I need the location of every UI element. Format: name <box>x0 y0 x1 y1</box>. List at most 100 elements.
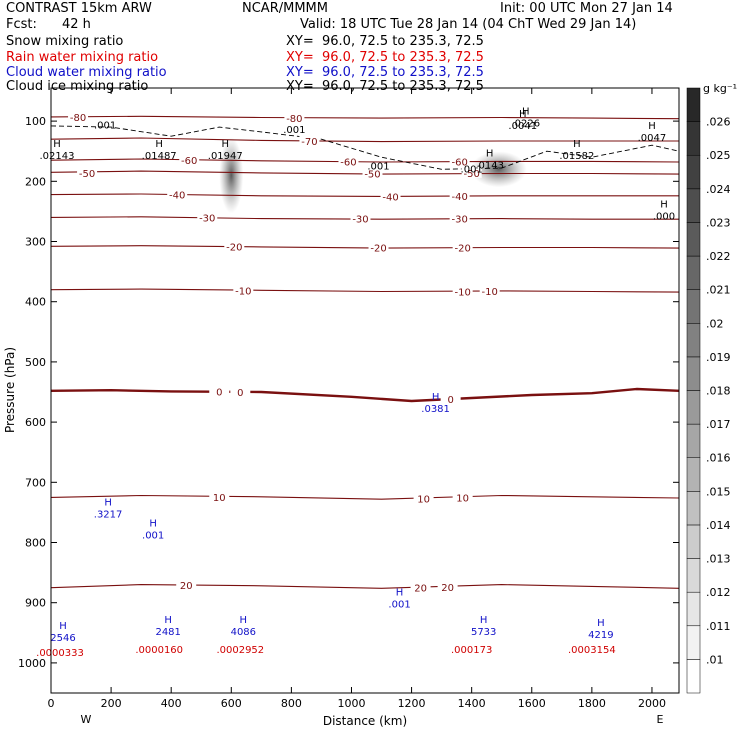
isotherm-label-bg <box>449 189 470 201</box>
rain-maximum-value: .0002952 <box>216 645 264 656</box>
rain-maximum-value: .0000160 <box>135 645 183 656</box>
y-tick-label: 100 <box>25 115 46 128</box>
isotherm-label-bg <box>77 166 98 178</box>
cloud-ice-maximum-h-marker: H <box>522 107 530 118</box>
field-xy-rain: XY= 96.0, 72.5 to 235.3, 72.5 <box>286 50 484 65</box>
y-tick-label: 700 <box>25 476 46 489</box>
x-tick-label: 200 <box>101 697 122 710</box>
isotherm-label--50: -50 <box>463 169 479 180</box>
cloud-water-maximum-value: .001 <box>142 530 164 541</box>
isotherm-line--30 <box>50 216 679 220</box>
colorbar-level-label: .015 <box>706 485 731 498</box>
y-tick-label: 300 <box>25 236 46 249</box>
isotherm-label--80: -80 <box>286 114 302 125</box>
colorbar-level-label: .014 <box>706 519 731 532</box>
x-end-label-right: E <box>657 713 664 726</box>
cloud-water-maximum-h-marker: H <box>396 588 404 599</box>
model-title: CONTRAST 15km ARW <box>6 1 152 16</box>
isotherm-label-bg <box>68 110 89 122</box>
isotherm-label-bg <box>233 284 254 296</box>
cloud-ice-maximum-value: .0047 <box>638 133 667 144</box>
isotherm-line--40 <box>50 193 679 197</box>
isotherm-label-bg <box>368 241 389 253</box>
colorbar-level-label: .019 <box>706 351 731 364</box>
colorbar-swatch <box>686 188 701 223</box>
isotherm-label-bg <box>437 581 458 593</box>
colorbar-level-label: .02 <box>706 317 724 330</box>
colorbar-unit: g kg⁻¹ <box>703 82 737 95</box>
isotherm-label--10: -10 <box>482 287 498 298</box>
isotherm-label-0: 0 <box>216 387 222 398</box>
rain-maximum-value: .0003154 <box>568 645 616 656</box>
colorbar-level-label: .013 <box>706 553 731 566</box>
isotherm-label-bg <box>224 240 245 252</box>
cloud-water-maximum-value: .3217 <box>94 509 123 520</box>
isotherm-label-bg <box>209 490 230 502</box>
cloud-ice-maximum-h-marker: H <box>519 109 527 120</box>
rain-maximum-value: .000173 <box>451 645 492 656</box>
isotherm-label--20: -20 <box>454 244 470 255</box>
isotherm-label--40: -40 <box>169 191 185 202</box>
isotherm-label--50: -50 <box>79 169 95 180</box>
colorbar-swatch <box>686 255 701 290</box>
cloud-ice-maximum-value: .02143 <box>40 151 75 162</box>
colorbar-swatch <box>686 558 701 593</box>
y-tick-label: 200 <box>25 175 46 188</box>
x-axis-label: Distance (km) <box>323 714 407 728</box>
y-tick-label: 800 <box>25 537 46 550</box>
cloud-water-maximum-h-marker: H <box>597 618 605 629</box>
isotherm-label-bg <box>362 167 383 179</box>
field-name-snow: Snow mixing ratio <box>6 34 124 49</box>
colorbar-swatch <box>686 625 701 660</box>
isotherm-label-20: 20 <box>441 583 454 594</box>
isotherm-line--10 <box>50 288 680 293</box>
colorbar-swatch <box>686 323 701 358</box>
colorbar-swatch <box>686 87 701 122</box>
shaded-ice-maximum-1 <box>219 137 244 214</box>
isotherm-label-bg <box>350 212 371 224</box>
cloud-ice-maximum-value: .0226 <box>511 119 540 130</box>
colorbar-swatch <box>686 121 701 156</box>
org-label: NCAR/MMMM <box>242 1 328 16</box>
snow-contour-0 <box>50 125 680 170</box>
x-tick-label: 800 <box>281 697 302 710</box>
colorbar-level-label: .012 <box>706 586 731 599</box>
isotherm-line--70 <box>50 137 679 143</box>
field-xy-cloud-ice: XY= 96.0, 72.5 to 235.3, 72.5 <box>286 79 484 94</box>
cloud-ice-maximum-value: .01582 <box>559 151 594 162</box>
isotherm-label-bg <box>209 385 230 397</box>
init-time: Init: 00 UTC Mon 27 Jan 14 <box>500 1 673 16</box>
isotherm-label-bg <box>176 579 197 591</box>
isotherm-label-bg <box>452 285 473 297</box>
isotherm-label--40: -40 <box>382 192 398 203</box>
cloud-ice-maximum-value: .000 <box>653 211 675 222</box>
cloud-ice-maximum-value: .0143 <box>475 160 504 171</box>
isotherm-label-bg <box>449 212 470 224</box>
isotherm-label-bg <box>299 134 320 146</box>
field-xy-snow: XY= 96.0, 72.5 to 235.3, 72.5 <box>286 34 484 49</box>
cloud-water-maximum-value: 4086 <box>231 627 256 638</box>
isotherm-label-bg <box>410 581 431 593</box>
forecast-hours: 42 h <box>62 17 91 32</box>
isotherm-line-10 <box>50 494 680 500</box>
cloud-ice-maximum-value: .01487 <box>142 151 177 162</box>
shaded-ice-maximum-0 <box>470 151 527 188</box>
cloud-water-maximum-value: 2481 <box>155 627 180 638</box>
colorbar-level-label: .023 <box>706 216 731 229</box>
cloud-water-maximum-value: .001 <box>388 600 410 611</box>
colorbar-swatch <box>686 659 701 694</box>
cloud-water-maximum-h-marker: H <box>104 497 112 508</box>
isotherm-label-bg <box>413 492 434 504</box>
colorbar-level-label: .025 <box>706 149 731 162</box>
colorbar-level-label: .01 <box>706 653 724 666</box>
cloud-ice-maximum-value: .01947 <box>208 151 243 162</box>
isotherm-label-10: 10 <box>456 493 469 504</box>
cloud-water-maximum-h-marker: H <box>149 518 157 529</box>
isotherm-line-20 <box>50 584 680 589</box>
y-tick-label: 600 <box>25 416 46 429</box>
isotherm-label--10: -10 <box>454 287 470 298</box>
isotherm-label-20: 20 <box>414 584 427 595</box>
isotherm-label-0: 0 <box>447 395 453 406</box>
colorbar-level-label: .024 <box>706 183 731 196</box>
